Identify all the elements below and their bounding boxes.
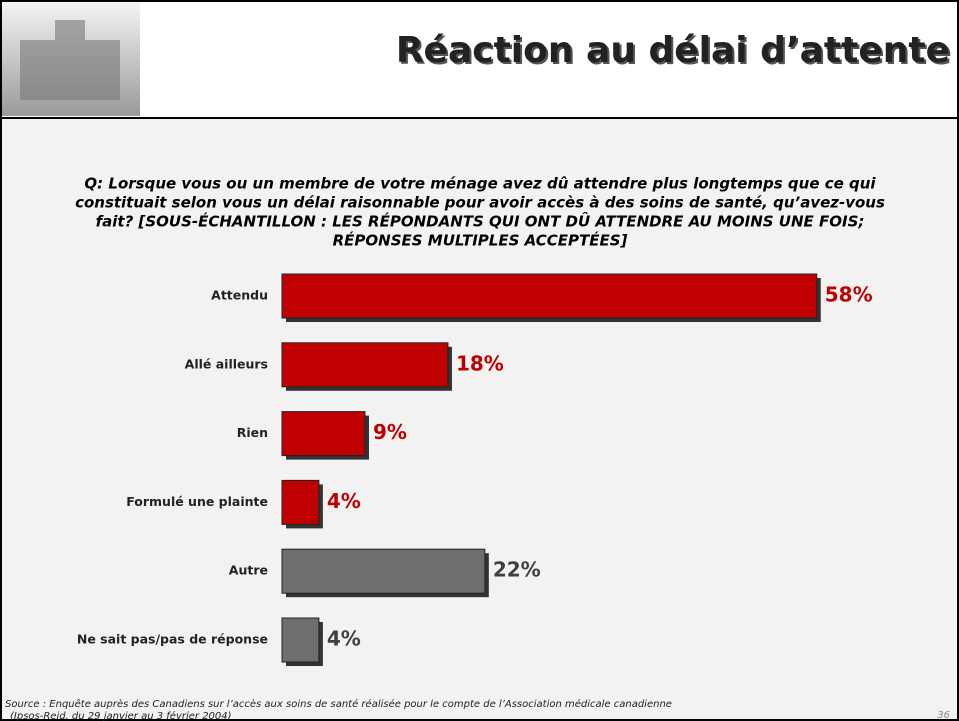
- value-label: 9%: [373, 420, 407, 444]
- slide: Réaction au délai d’attente Réaction au …: [0, 0, 959, 721]
- category-label: Formulé une plainte: [126, 494, 268, 509]
- category-label: Autre: [229, 563, 268, 578]
- question-line: RÉPONSES MULTIPLES ACCEPTÉES]: [333, 231, 628, 250]
- bar: [282, 412, 365, 456]
- question-line: fait? [SOUS-ÉCHANTILLON : LES RÉPONDANTS…: [96, 211, 865, 231]
- page-number: 36: [937, 710, 950, 721]
- value-label: 4%: [327, 489, 361, 513]
- category-label: Ne sait pas/pas de réponse: [77, 632, 268, 647]
- category-label: Rien: [237, 425, 268, 440]
- bar: [282, 480, 319, 524]
- category-label: Allé ailleurs: [185, 356, 268, 371]
- bar: [282, 343, 448, 387]
- question-line: constituait selon vous un délai raisonna…: [75, 194, 885, 212]
- bar: [282, 618, 319, 662]
- value-label: 58%: [825, 283, 873, 307]
- source-line: Source : Enquête auprès des Canadiens su…: [5, 698, 672, 710]
- question-line: Q: Lorsque vous ou un membre de votre mé…: [84, 175, 876, 193]
- bar: [282, 549, 485, 593]
- source-line: (Ipsos-Reid, du 29 janvier au 3 février …: [10, 710, 232, 721]
- value-label: 22%: [493, 558, 541, 582]
- category-label: Attendu: [211, 288, 268, 303]
- bar: [282, 274, 817, 318]
- value-label: 4%: [327, 627, 361, 651]
- chart-title: Réaction au délai d’attente: [396, 30, 950, 71]
- value-label: 18%: [456, 351, 504, 375]
